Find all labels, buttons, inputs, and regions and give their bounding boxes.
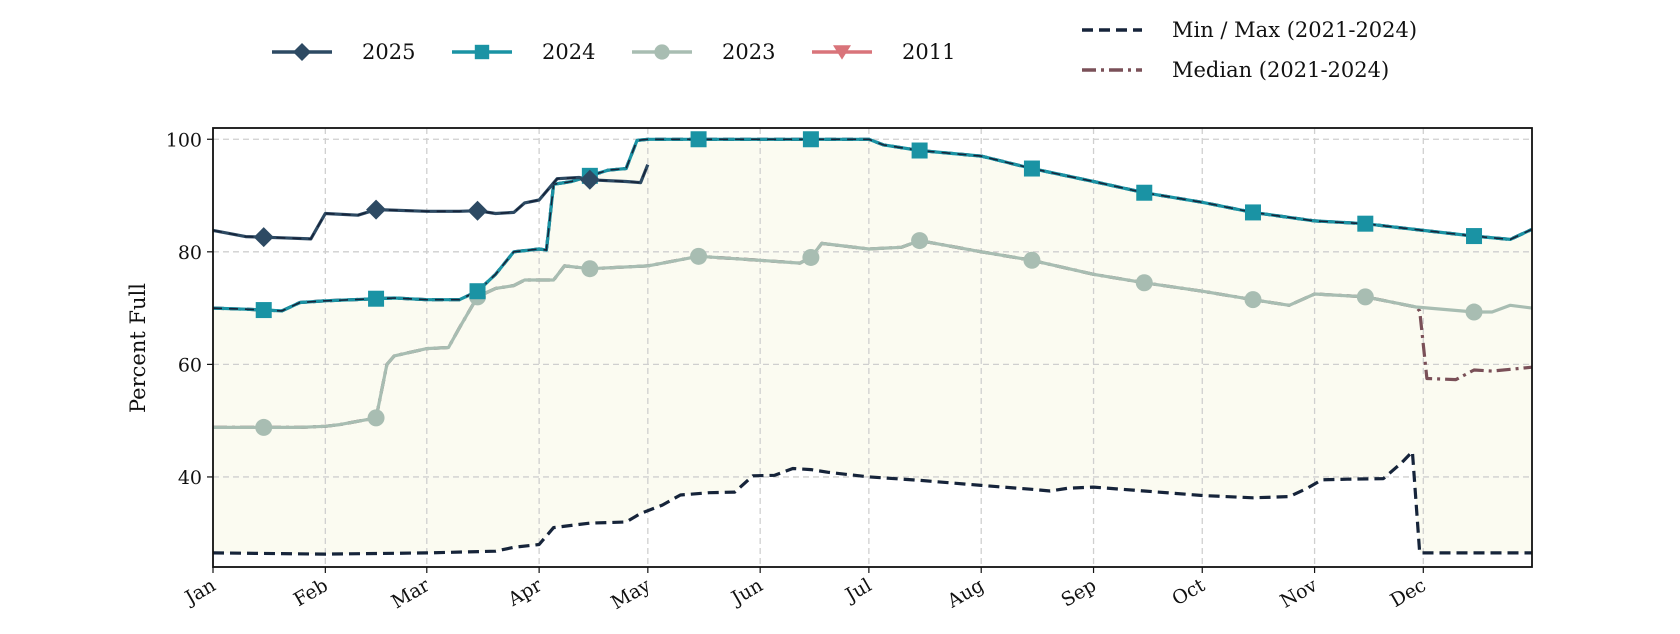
- marker-2023: [255, 418, 273, 436]
- marker-2025: [467, 200, 488, 221]
- y-tick-label: 40: [178, 467, 202, 489]
- plot-frame: [212, 127, 1533, 568]
- marker-2024: [1244, 204, 1261, 221]
- marker-2025: [366, 199, 387, 220]
- legend-label-2025: 2025: [362, 40, 415, 64]
- marker-2024: [1023, 160, 1040, 177]
- marker-2023: [1465, 303, 1483, 321]
- series-line-2023: [213, 239, 1533, 429]
- y-axis-label: Percent Full: [126, 283, 150, 413]
- marker-2024: [1136, 184, 1153, 201]
- marker-2023: [1023, 251, 1041, 269]
- marker-2023: [1244, 291, 1262, 309]
- legend-label-2023: 2023: [722, 40, 775, 64]
- marker-2023: [802, 248, 820, 266]
- marker-2025: [253, 227, 274, 248]
- legend-marker-2011: [833, 45, 851, 60]
- marker-2023: [911, 232, 929, 250]
- series-overlay-2024: [212, 138, 1533, 312]
- marker-2025: [579, 169, 600, 190]
- legend-label-2024: 2024: [542, 40, 595, 64]
- legend-marker-2023: [654, 44, 670, 60]
- marker-2024: [690, 131, 707, 148]
- marker-2024: [368, 290, 385, 307]
- marker-2024: [802, 131, 819, 148]
- y-tick-label: 60: [178, 354, 202, 376]
- y-tick-label: 80: [178, 242, 202, 264]
- marker-2024: [1466, 228, 1483, 245]
- y-tick-label: 100: [166, 129, 202, 151]
- legend-label-median-2021-2024-: Median (2021-2024): [1172, 58, 1389, 82]
- legend-marker-2024: [474, 44, 490, 60]
- marker-2024: [255, 302, 272, 319]
- marker-2023: [581, 260, 599, 278]
- marker-2024: [1357, 215, 1374, 232]
- legend-marker-2025: [293, 43, 311, 61]
- marker-2023: [690, 247, 708, 265]
- marker-2023: [367, 409, 385, 427]
- marker-2024: [911, 142, 928, 159]
- marker-2024: [469, 283, 486, 300]
- marker-2023: [1356, 288, 1374, 306]
- legend-label-2011: 2011: [902, 40, 955, 64]
- legend-label-min-max-2021-2024-: Min / Max (2021-2024): [1172, 18, 1417, 42]
- marker-2023: [1135, 274, 1153, 292]
